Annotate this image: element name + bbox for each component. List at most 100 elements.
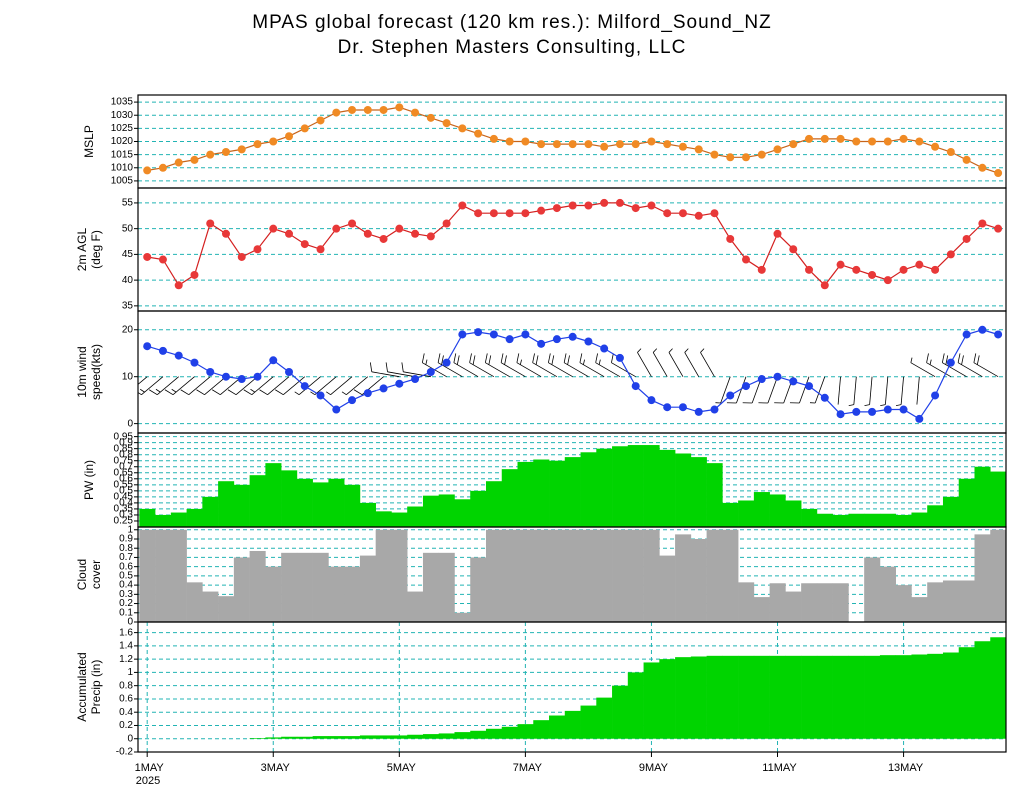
y-tick-label: 0 <box>127 617 133 628</box>
y-tick-label: 0.95 <box>114 431 134 442</box>
wind-barb <box>957 353 983 378</box>
point <box>647 201 656 210</box>
point <box>978 163 987 172</box>
bar <box>265 463 282 527</box>
point <box>852 137 861 146</box>
wind-barb <box>484 353 510 378</box>
point <box>395 224 404 233</box>
point <box>694 145 703 154</box>
point <box>726 391 735 400</box>
bar <box>359 555 376 622</box>
wind-barb <box>341 376 369 396</box>
barb-staff <box>579 362 605 378</box>
wind-barb <box>310 376 337 396</box>
bar <box>785 655 802 739</box>
barb-half <box>668 348 673 353</box>
y-tick-label: 45 <box>122 249 134 260</box>
point <box>773 229 782 238</box>
bar <box>344 566 361 622</box>
y-tick-label: 0.8 <box>119 449 133 460</box>
bar <box>407 734 424 739</box>
barb-half <box>425 359 428 365</box>
bar <box>438 494 455 527</box>
y-tick-label: 50 <box>122 223 134 234</box>
barb-feather <box>421 353 425 363</box>
point <box>946 250 955 259</box>
point <box>978 325 987 334</box>
point <box>663 209 672 218</box>
barb-staff <box>453 362 479 378</box>
y-tick-label: 0.6 <box>119 473 133 484</box>
bar <box>659 449 676 527</box>
barb-staff <box>720 376 731 404</box>
barb-half <box>700 348 705 353</box>
barb-staff <box>700 352 715 377</box>
bar <box>218 596 235 622</box>
point <box>174 281 183 290</box>
point <box>805 134 814 143</box>
bar <box>927 653 944 739</box>
marks <box>139 529 1006 622</box>
point <box>143 252 152 261</box>
point <box>221 229 230 238</box>
barb-feather <box>484 353 488 363</box>
point <box>741 153 750 162</box>
bar <box>612 685 629 739</box>
point <box>836 260 845 269</box>
barb-staff <box>500 362 526 378</box>
point <box>143 342 152 351</box>
point <box>946 148 955 157</box>
bar <box>580 529 597 622</box>
point <box>726 234 735 243</box>
bar <box>312 552 329 622</box>
barb-staff <box>563 362 589 378</box>
point <box>426 368 435 376</box>
bar <box>517 724 534 739</box>
bar <box>454 732 471 739</box>
barb-staff <box>926 362 952 378</box>
barb-half <box>250 388 256 393</box>
bar <box>281 736 298 739</box>
bar <box>769 655 786 739</box>
y-tick-label: 0.3 <box>119 510 133 521</box>
bar <box>848 655 865 739</box>
barb-half <box>326 391 331 396</box>
bar <box>816 655 833 739</box>
point <box>789 377 798 386</box>
point <box>978 219 987 228</box>
bar <box>375 529 392 622</box>
barb-feather <box>551 355 555 365</box>
barb-feather <box>385 362 388 372</box>
barb-half <box>929 359 932 365</box>
y-axis-label: speed(kts) <box>89 344 103 400</box>
wind-barb <box>652 348 668 377</box>
barb-feather <box>500 353 504 363</box>
barb-feather <box>941 353 945 363</box>
point <box>820 134 829 143</box>
barb-feather <box>516 353 520 363</box>
point <box>316 245 325 254</box>
bar <box>690 538 707 622</box>
point <box>505 137 514 146</box>
bar <box>864 557 881 622</box>
bar <box>879 655 896 739</box>
bar <box>864 655 881 739</box>
bar <box>911 654 928 739</box>
y-tick-label: 0.1 <box>119 607 133 618</box>
x-tick-label: 13MAY <box>888 762 924 774</box>
wind-barb <box>532 353 558 378</box>
point <box>489 209 498 218</box>
bar <box>139 529 156 622</box>
bar <box>281 552 298 622</box>
bar <box>801 508 818 527</box>
marks <box>139 445 1006 527</box>
wind-barb <box>138 376 164 396</box>
barb-staff <box>595 362 621 378</box>
bar <box>470 730 487 739</box>
y-tick-label: 0.4 <box>119 580 133 591</box>
barb-staff <box>157 376 179 395</box>
bar <box>706 529 723 622</box>
point <box>300 124 309 133</box>
barb-staff <box>469 362 495 378</box>
barb-staff <box>235 376 258 395</box>
